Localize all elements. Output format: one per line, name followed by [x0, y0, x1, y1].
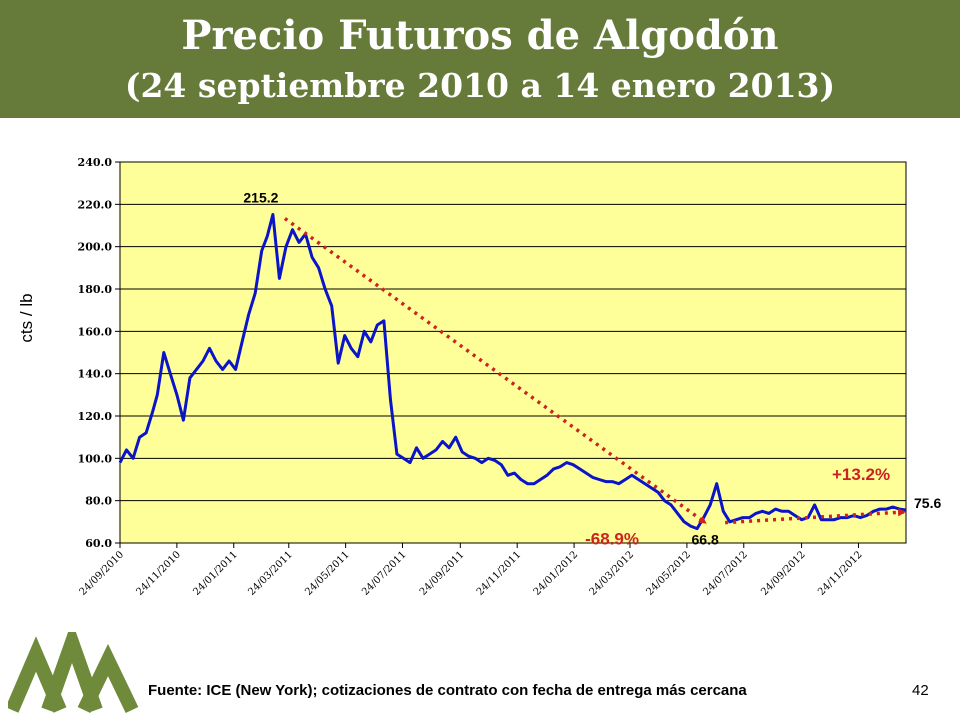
y-tick-label: 120.0	[78, 410, 113, 423]
x-axis-ticks: 24/09/2010 24/11/2010 24/01/2011 24/03/2011…	[78, 543, 865, 598]
mountain-peaks-logo-icon	[8, 632, 139, 714]
y-tick-label: 100.0	[78, 452, 113, 465]
gridlines	[120, 161, 906, 544]
y-tick-label: 60.0	[85, 537, 112, 550]
annotations: 215.2 66.8 75.6 -68.9% +13.2%	[243, 189, 941, 548]
y-axis-ticks: 60.0 80.0 100.0 120.0 140.0 160.0 180.0 200.0 22…	[78, 156, 120, 550]
x-tick-label: 24/09/2012	[759, 549, 808, 598]
x-tick-label: 24/03/2012	[588, 549, 637, 598]
increase-percent-label: +13.2%	[832, 465, 890, 484]
slide-header: Precio Futuros de Algodón (24 septiembre…	[0, 0, 960, 118]
value-label: 66.8	[692, 532, 719, 548]
x-tick-label: 24/01/2011	[191, 549, 240, 598]
y-tick-label: 220.0	[78, 198, 113, 211]
series-layer	[118, 213, 907, 531]
value-label: 215.2	[243, 189, 278, 205]
company-logo-icon	[8, 632, 139, 714]
source-note: Fuente: ICE (New York); cotizaciones de …	[148, 682, 747, 699]
slide-title: Precio Futuros de Algodón	[181, 12, 779, 59]
x-tick-label: 24/11/2012	[816, 549, 865, 598]
page-number: 42	[912, 682, 929, 699]
x-tick-label: 24/11/2010	[134, 549, 183, 598]
x-tick-label: 24/05/2011	[303, 549, 352, 598]
value-label: 75.6	[914, 495, 941, 511]
decline-percent-label: -68.9%	[585, 530, 639, 549]
x-tick-label: 24/07/2012	[701, 549, 750, 598]
y-tick-label: 180.0	[78, 283, 113, 296]
decline-trend-arrow	[283, 217, 707, 525]
cotton-futures-chart: 60.0 80.0 100.0 120.0 140.0 160.0 180.0 200.0 22…	[17, 156, 941, 598]
y-tick-label: 240.0	[78, 156, 113, 169]
x-tick-label: 24/09/2011	[418, 549, 467, 598]
x-tick-label: 24/07/2011	[360, 549, 409, 598]
x-tick-label: 24/11/2011	[475, 549, 524, 598]
price-series-line	[118, 213, 907, 531]
x-tick-label: 24/03/2011	[246, 549, 295, 598]
slide-subtitle: (24 septiembre 2010 a 14 enero 2013)	[124, 66, 836, 105]
y-tick-label: 200.0	[78, 241, 113, 254]
y-axis-label: cts / lb	[17, 293, 36, 342]
y-tick-label: 80.0	[85, 495, 112, 508]
y-tick-label: 140.0	[78, 368, 113, 381]
x-tick-label: 24/09/2010	[78, 549, 127, 598]
increase-trend-arrow	[725, 508, 906, 525]
y-tick-label: 160.0	[78, 325, 113, 338]
plot-area	[119, 161, 907, 544]
x-tick-label: 24/01/2012	[532, 549, 581, 598]
x-tick-label: 24/05/2012	[644, 549, 693, 598]
